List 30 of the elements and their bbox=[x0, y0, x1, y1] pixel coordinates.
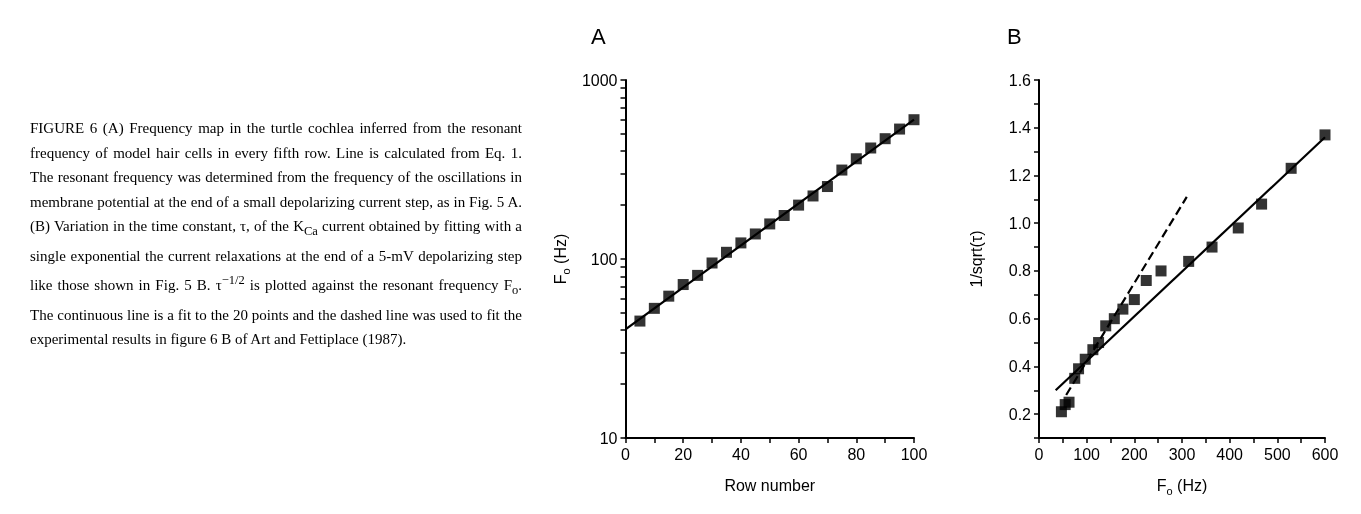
y-tick-label: 1000 bbox=[581, 71, 618, 89]
x-tick-label: 400 bbox=[1216, 445, 1244, 463]
y-tick-label: 100 bbox=[590, 250, 618, 268]
y-tick-label: 1.2 bbox=[1008, 166, 1032, 184]
x-tick-label: 40 bbox=[732, 445, 750, 463]
x-tick-label: 600 bbox=[1311, 445, 1339, 463]
x-tick-label: 100 bbox=[1073, 445, 1101, 463]
y-tick-label: 1.0 bbox=[1008, 214, 1032, 232]
x-tick-label: 500 bbox=[1263, 445, 1291, 463]
x-tick-label: 0 bbox=[621, 445, 631, 463]
x-tick-label: 100 bbox=[900, 445, 928, 463]
y-tick-label: 0.8 bbox=[1008, 262, 1032, 280]
chart-title: B bbox=[1007, 23, 1022, 49]
y-tick-label: 0.2 bbox=[1008, 405, 1032, 423]
x-tick-label: 200 bbox=[1120, 445, 1148, 463]
x-tick-label: 20 bbox=[674, 445, 693, 463]
x-tick-label: 60 bbox=[789, 445, 808, 463]
chart-title: A bbox=[591, 23, 606, 49]
y-axis-title: 1/sqrt(τ) bbox=[967, 230, 985, 288]
y-tick-label: 10 bbox=[599, 429, 618, 447]
text: FIGURE 6 (A) Frequency map in the turtle cochlea inferred from the resonant frequency of model hair cells in every fifth row. Line is calculated from Eq. 1. The resonant frequency was determined from the frequency of the oscillations in membrane potential at the end of a small depolarizing current step, as in Fig. 5 A. (B) Variation in the time constant, τ, of the K$_{Ca}$ current obtained by fitting with a single exponential the current relaxations at the end of a 5-mV depolarizing step like those shown in Fig. 5 B. τ$^{−1/2}$ is plotted against the resonant frequency F$_{o}$. The continuous line is a fit to the 20 points and the dashed line was used to fit the experimental results in figure 6 B of Art and Fettiplace (1987). bbox=[30, 120, 523, 347]
y-axis-title: Fo (Hz) bbox=[551, 233, 572, 285]
x-tick-label: 0 bbox=[1034, 445, 1044, 463]
x-axis-title: Row number bbox=[724, 476, 816, 494]
y-tick-label: 1.4 bbox=[1008, 119, 1032, 137]
x-tick-label: 300 bbox=[1168, 445, 1196, 463]
y-tick-label: 0.4 bbox=[1008, 357, 1032, 375]
y-tick-label: 0.6 bbox=[1008, 310, 1032, 328]
x-tick-label: 80 bbox=[847, 445, 866, 463]
y-tick-label: 1.6 bbox=[1008, 71, 1032, 89]
